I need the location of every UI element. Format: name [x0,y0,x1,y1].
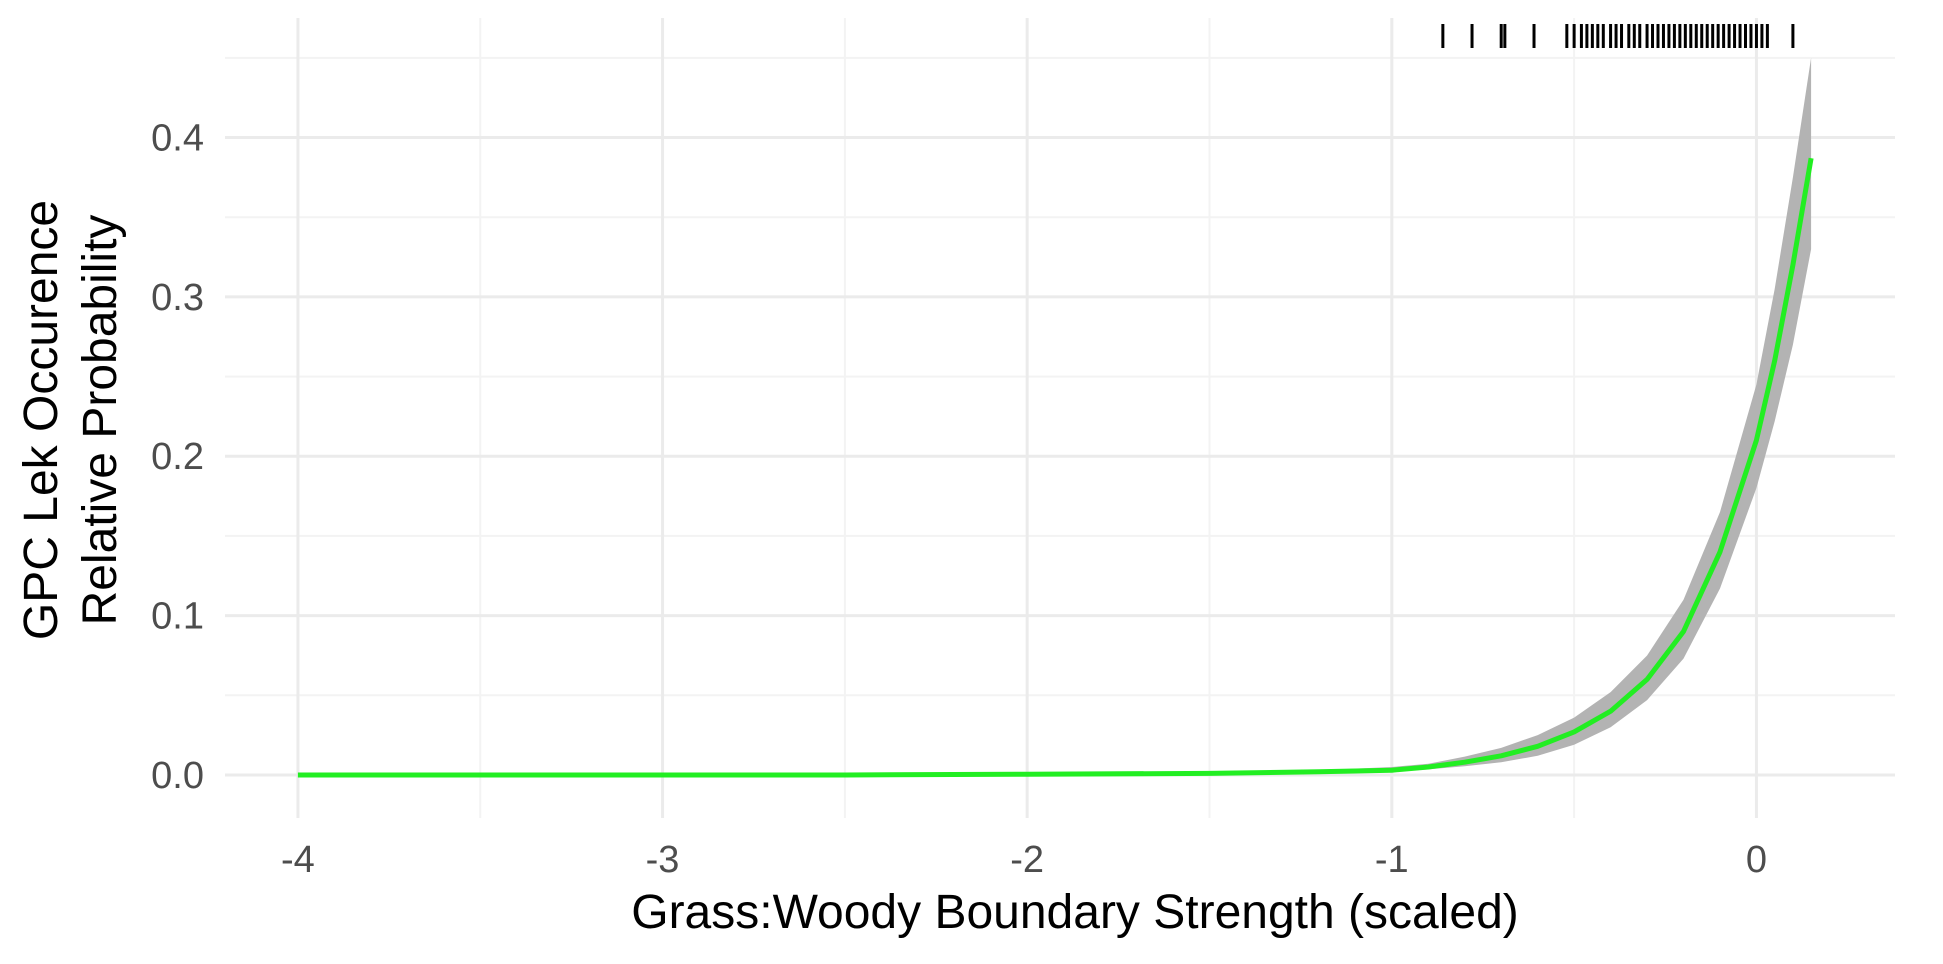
y-axis-title-line-1: GPC Lek Occurence [15,200,68,640]
y-axis-title-line-2: Relative Probability [74,215,127,626]
x-axis-title: Grass:Woody Boundary Strength (scaled) [631,886,1519,939]
minor-gridlines [225,18,1895,818]
rug-marks [1441,24,1795,48]
fitted-line [297,157,1814,778]
x-tick-label: -2 [1010,839,1044,881]
y-tick-label: 0.1 [151,596,204,638]
confidence-ribbon [297,57,1812,776]
x-tick-label: -3 [646,839,680,881]
x-tick-label: 0 [1746,839,1767,881]
x-axis-tick-labels: -4 -3 -2 -1 0 [281,839,1767,881]
y-axis-tick-labels: 0.0 0.1 0.2 0.3 0.4 [151,118,204,797]
y-tick-label: 0.3 [151,277,204,319]
y-tick-label: 0.2 [151,436,204,478]
y-tick-label: 0.4 [151,118,204,160]
x-tick-label: -1 [1375,839,1409,881]
y-tick-label: 0.0 [151,755,204,797]
x-tick-label: -4 [281,839,315,881]
y-axis-title: GPC Lek Occurence Relative Probability [15,200,127,640]
